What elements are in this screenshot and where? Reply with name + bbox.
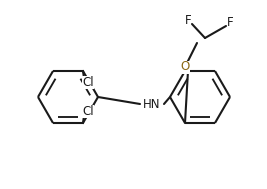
Text: O: O — [180, 60, 190, 74]
Text: F: F — [185, 13, 191, 26]
Text: F: F — [227, 15, 233, 29]
Text: HN: HN — [143, 98, 161, 111]
Text: Cl: Cl — [82, 105, 94, 119]
Text: Cl: Cl — [82, 76, 94, 88]
